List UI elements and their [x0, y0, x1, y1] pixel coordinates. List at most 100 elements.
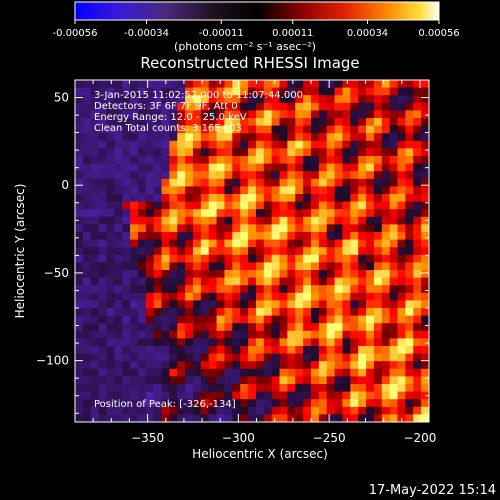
- heatmap-cell: [130, 216, 139, 225]
- heatmap-cell: [334, 270, 344, 279]
- heatmap-cell: [381, 323, 391, 332]
- heatmap-cell: [358, 414, 367, 422]
- heatmap-cell: [389, 125, 399, 134]
- heatmap-cell: [413, 376, 422, 385]
- heatmap-cell: [271, 270, 281, 279]
- heatmap-cell: [193, 368, 202, 377]
- heatmap-cell: [208, 353, 218, 362]
- heatmap-cell: [413, 216, 422, 225]
- heatmap-cell: [145, 406, 155, 415]
- heatmap-cell: [358, 87, 367, 96]
- heatmap-cell: [75, 361, 84, 370]
- heatmap-cell: [216, 171, 226, 180]
- heatmap-cell: [318, 156, 328, 165]
- heatmap-cell: [295, 80, 304, 89]
- heatmap-cell: [208, 239, 218, 248]
- heatmap-cell: [413, 270, 422, 279]
- heatmap-cell: [98, 80, 108, 89]
- heatmap-cell: [161, 125, 170, 134]
- heatmap-cell: [413, 194, 422, 203]
- heatmap-cell: [287, 148, 296, 157]
- heatmap-cell: [263, 361, 273, 370]
- heatmap-cell: [98, 384, 108, 393]
- heatmap-cell: [137, 133, 147, 142]
- heatmap-cell: [106, 178, 115, 187]
- heatmap-cell: [263, 368, 273, 377]
- heatmap-cell: [106, 391, 115, 400]
- heatmap-cell: [311, 110, 320, 119]
- heatmap-cell: [193, 232, 202, 241]
- heatmap-cell: [240, 239, 249, 248]
- heatmap-cell: [295, 391, 304, 400]
- heatmap-cell: [153, 277, 163, 286]
- colorbar-tick-label: -0.00011: [199, 28, 244, 39]
- heatmap-cell: [381, 338, 391, 347]
- heatmap-cell: [381, 239, 391, 248]
- heatmap-cell: [169, 118, 178, 127]
- heatmap-cell: [232, 285, 241, 294]
- heatmap-cell: [130, 156, 139, 165]
- heatmap-cell: [153, 285, 163, 294]
- heatmap-cell: [169, 148, 178, 157]
- heatmap-cell: [208, 292, 218, 301]
- heatmap-cell: [358, 376, 367, 385]
- heatmap-cell: [405, 232, 414, 241]
- heatmap-cell: [255, 224, 265, 233]
- heatmap-cell: [82, 140, 92, 149]
- heatmap-cell: [240, 353, 249, 362]
- heatmap-cell: [145, 163, 155, 172]
- heatmap-cell: [169, 292, 178, 301]
- heatmap-cell: [350, 330, 359, 339]
- heatmap-cell: [287, 178, 296, 187]
- heatmap-cell: [232, 254, 241, 263]
- heatmap-cell: [106, 80, 115, 89]
- heatmap-cell: [311, 406, 320, 415]
- heatmap-cell: [114, 110, 123, 119]
- heatmap-cell: [177, 292, 186, 301]
- heatmap-cell: [397, 118, 406, 127]
- heatmap-cell: [421, 156, 429, 165]
- heatmap-cell: [98, 224, 108, 233]
- heatmap-cell: [389, 118, 399, 127]
- heatmap-cell: [366, 391, 375, 400]
- heatmap-cell: [350, 216, 359, 225]
- heatmap-cell: [114, 384, 123, 393]
- heatmap-cell: [193, 346, 202, 355]
- heatmap-cell: [405, 384, 414, 393]
- heatmap-cell: [200, 262, 210, 271]
- heatmap-cell: [169, 338, 178, 347]
- heatmap-cell: [114, 178, 123, 187]
- heatmap-cell: [303, 406, 312, 415]
- heatmap-cell: [232, 148, 241, 157]
- heatmap-cell: [318, 406, 328, 415]
- heatmap-cell: [137, 254, 147, 263]
- heatmap-cell: [397, 323, 406, 332]
- heatmap-cell: [358, 209, 367, 218]
- heatmap-cell: [303, 323, 312, 332]
- heatmap-cell: [114, 118, 123, 127]
- heatmap-cell: [82, 95, 92, 104]
- heatmap-cell: [114, 277, 123, 286]
- heatmap-cell: [248, 368, 257, 377]
- heatmap-cell: [350, 87, 359, 96]
- heatmap-cell: [263, 209, 273, 218]
- heatmap-cell: [358, 178, 367, 187]
- heatmap-cell: [114, 80, 123, 89]
- heatmap-cell: [350, 178, 359, 187]
- heatmap-cell: [122, 102, 131, 111]
- heatmap-cell: [271, 285, 281, 294]
- heatmap-cell: [255, 209, 265, 218]
- heatmap-cell: [145, 171, 155, 180]
- heatmap-cell: [405, 330, 414, 339]
- heatmap-cell: [185, 148, 194, 157]
- heatmap-cell: [342, 102, 351, 111]
- heatmap-cell: [358, 300, 367, 309]
- heatmap-cell: [216, 338, 226, 347]
- heatmap-cell: [318, 118, 328, 127]
- heatmap-cell: [130, 254, 139, 263]
- heatmap-cell: [122, 292, 131, 301]
- heatmap-cell: [303, 156, 312, 165]
- heatmap-cell: [303, 118, 312, 127]
- heatmap-cell: [326, 247, 336, 256]
- heatmap-cell: [271, 376, 281, 385]
